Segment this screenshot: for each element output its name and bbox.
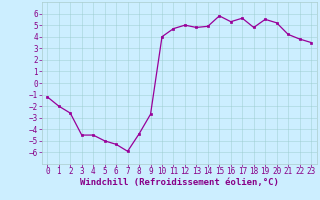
X-axis label: Windchill (Refroidissement éolien,°C): Windchill (Refroidissement éolien,°C) [80, 178, 279, 187]
